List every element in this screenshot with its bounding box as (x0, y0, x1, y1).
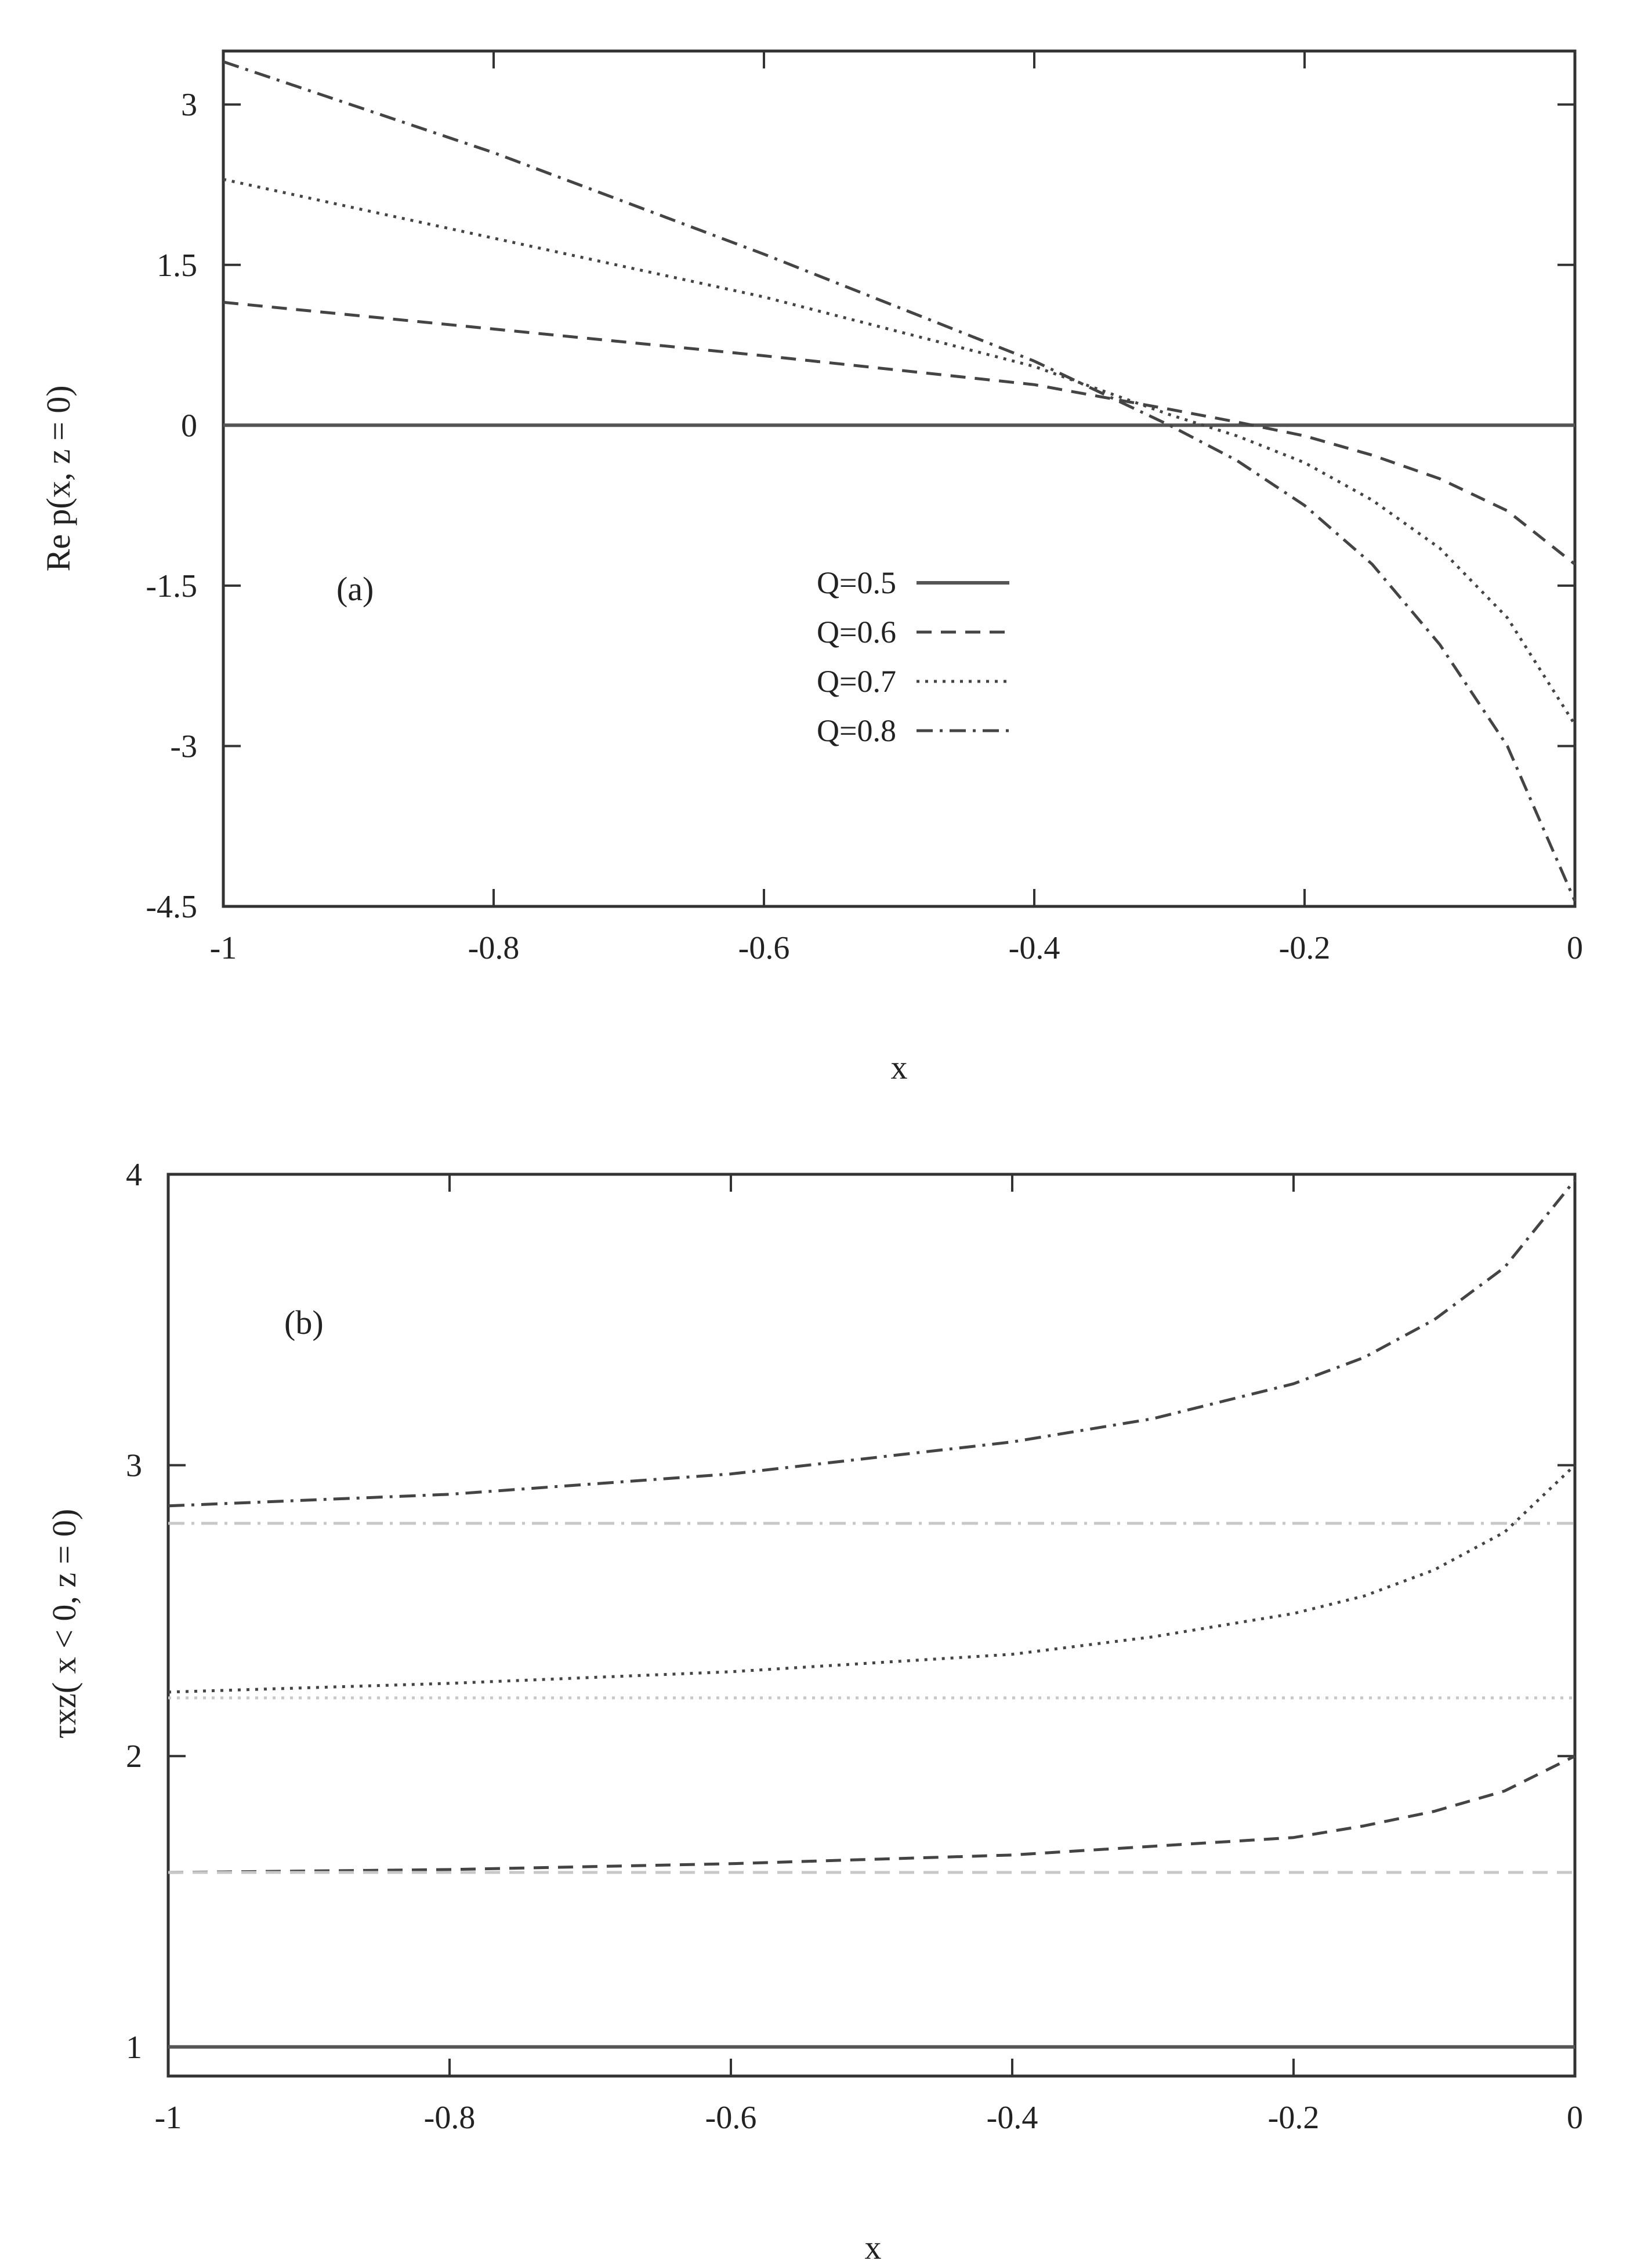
panel-b-tick-labels: -1 -0.8 -0.6 -0.4 -0.2 0 4 3 2 1 (126, 1157, 1583, 2136)
panel-b-y-tick-label: 2 (126, 1739, 142, 1775)
panel-a-plot-frame (222, 49, 1577, 908)
panel-b-label: (b) (284, 1304, 324, 1341)
panel-a-x-tick-label: -0.4 (1009, 930, 1060, 966)
panel-b-ylabel: τxz( x < 0, z = 0) (45, 1509, 83, 1739)
panel-b-x-tick-label: -0.8 (424, 2100, 476, 2136)
legend-entry-label: Q=0.7 (817, 664, 896, 699)
panel-a-y-tick-label: -4.5 (146, 889, 197, 925)
panel-a-x-tick-label: -0.6 (738, 930, 790, 966)
panel-a-y-tick-label: -3 (170, 728, 197, 764)
panel-b-x-tick-label: -0.2 (1268, 2100, 1320, 2136)
panel-a-series-line-4 (223, 60, 1577, 902)
panel-a-x-tick-label: -0.8 (468, 930, 520, 966)
legend-entry-label: Q=0.5 (817, 565, 896, 600)
panel-a-xlabel: x (891, 1048, 908, 1086)
panel-a-x-tick-label: 0 (1567, 930, 1583, 966)
panel-a-ylabel: Re p(x, z = 0) (39, 385, 77, 571)
panel-a-ticks (222, 51, 1576, 908)
panel-b-y-tick-label: 3 (126, 1448, 142, 1484)
panel-a-label: (a) (336, 570, 374, 608)
panel-a-series (223, 60, 1577, 902)
panel-b-x-tick-label: -1 (155, 2100, 182, 2136)
panel-a-x-tick-label: -0.2 (1279, 930, 1331, 966)
panel-b-x-tick-label: -0.6 (705, 2100, 757, 2136)
panel-a-y-tick-label: 0 (181, 408, 197, 444)
panel-b: -1 -0.8 -0.6 -0.4 -0.2 0 4 3 2 1 (b) x τxz( x < 0… (45, 1157, 1583, 2266)
panel-b-y-tick-label: 1 (126, 2030, 142, 2066)
legend-entry-label: Q=0.8 (817, 713, 896, 748)
panel-b-xlabel: x (865, 2229, 882, 2266)
panel-a-series-line-2 (223, 300, 1576, 565)
panel-b-series-line-3 (168, 1464, 1576, 1694)
panel-a-x-tick-label: -1 (210, 930, 237, 966)
panel-b-series-line-2 (168, 1754, 1576, 1874)
panel-a-y-tick-label: 1.5 (157, 248, 197, 284)
legend-entry-label: Q=0.6 (817, 615, 896, 649)
panel-b-y-tick-label: 4 (126, 1157, 142, 1193)
panel-a: -1 -0.8 -0.6 -0.4 -0.2 0 3 1.5 0 -1.5 -3 -4.5 (a) Q… (39, 49, 1583, 1086)
panel-b-ticks (167, 1173, 1576, 2076)
panel-b-plot-frame (166, 1173, 1577, 2078)
panel-a-y-tick-label: 3 (181, 87, 197, 123)
panel-a-y-tick-label: -1.5 (146, 568, 197, 604)
panel-b-x-tick-label: 0 (1567, 2100, 1583, 2136)
panel-b-series-line-4 (168, 1179, 1576, 1508)
panel-a-series-line-3 (223, 177, 1577, 725)
panel-b-series (168, 1179, 1576, 2049)
panel-b-x-tick-label: -0.4 (987, 2100, 1038, 2136)
panel-a-tick-labels: -1 -0.8 -0.6 -0.4 -0.2 0 3 1.5 0 -1.5 -3 -4.5 (146, 87, 1583, 966)
panel-a-legend: Q=0.5 Q=0.6 Q=0.7 Q=0.8 (817, 565, 1009, 748)
